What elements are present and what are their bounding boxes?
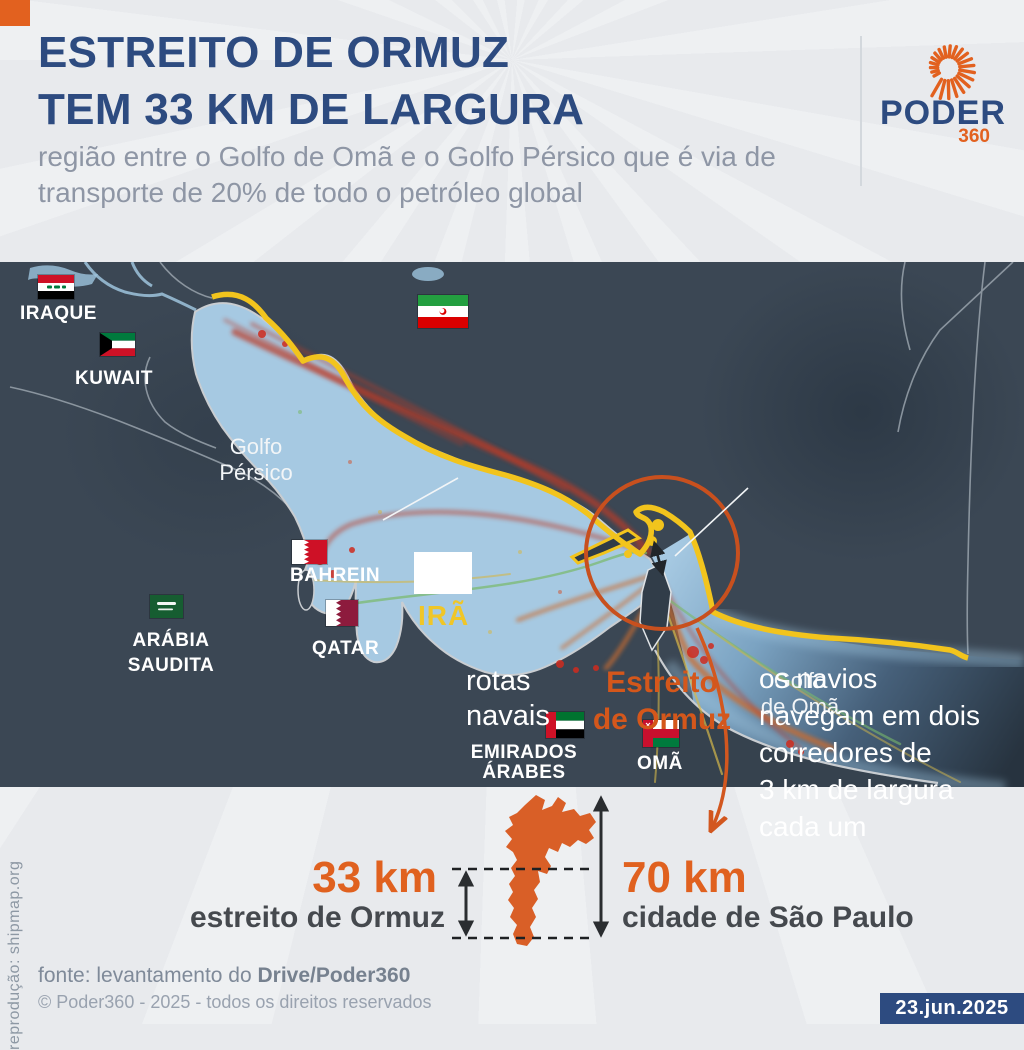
page-subtitle: região entre o Golfo de Omã e o Golfo Pé… [38,139,776,211]
bahrain-flag [292,540,327,564]
infographic: ESTREITO DE ORMUZ TEM 33 KM DE LARGURA r… [0,0,1024,1024]
map-credit: reprodução: shipmap.org [6,810,24,1050]
iran-flag-panel [414,552,472,594]
date-badge: 23.jun.2025 [880,993,1024,1024]
label-saudi-arabia: ARÁBIA SAUDITA [128,628,215,678]
qatar-flag [326,600,358,626]
date-text: 23.jun.2025 [895,997,1008,1020]
label-iraq: IRAQUE [20,303,97,325]
kuwait-flag [100,333,135,356]
label-strait-of-hormuz: Estreito de Ormuz [593,664,731,738]
source-prefix: fonte: levantamento do [38,964,258,987]
strait-width-value: 33 km [197,853,437,903]
copyright: © Poder360 - 2025 - todos os direitos re… [38,992,431,1013]
source-line: fonte: levantamento do Drive/Poder360 [38,964,410,988]
source-bold: Drive/Poder360 [258,964,411,987]
gulf-shipping-map: IRAQUE KUWAIT IRÃ BAHREIN QATAR ARÁBIA S… [0,262,1024,787]
sao-paulo-silhouette [505,795,596,946]
label-corridors-annotation: os navios navegam em dois corredores de … [759,660,980,845]
label-naval-routes: rotas navais [466,664,550,734]
iran-flag [418,295,468,328]
strait-width-label: estreito de Ormuz [150,901,445,935]
city-width-value: 70 km [622,853,747,903]
logo-360: 360 [940,126,990,148]
label-bahrain: BAHREIN [290,565,380,587]
header-divider [860,36,862,186]
label-kuwait: KUWAIT [75,368,153,390]
label-oman: OMÃ [637,753,683,775]
label-iran: IRÃ [418,600,469,632]
accent-rect [0,0,30,26]
iraq-flag [38,275,74,299]
label-qatar: QATAR [312,638,379,660]
page-title: ESTREITO DE ORMUZ TEM 33 KM DE LARGURA [38,24,584,138]
city-width-label: cidade de São Paulo [622,901,914,935]
label-uae: EMIRADOS ÁRABES [471,743,577,783]
label-persian-gulf: Golfo Pérsico [219,434,292,486]
uae-flag [546,712,584,738]
saudi-arabia-flag [150,595,183,618]
dashed-lines [452,869,594,938]
